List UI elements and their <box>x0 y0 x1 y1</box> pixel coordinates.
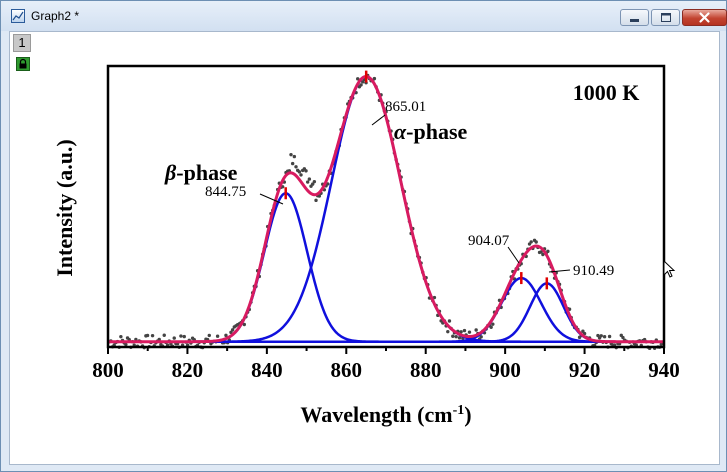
app-icon[interactable] <box>11 9 25 23</box>
cursor-icon <box>663 260 676 278</box>
raw-data-point <box>454 334 458 339</box>
x-axis-ticks <box>107 347 665 354</box>
raw-data-point <box>459 330 463 334</box>
x-tick-label: 920 <box>569 358 601 382</box>
raw-data-point <box>290 161 295 166</box>
raw-data-point <box>310 182 315 186</box>
layer-tab[interactable]: 1 <box>13 34 31 52</box>
raw-data-point <box>446 329 450 334</box>
peak-value-label: 865.01 <box>385 99 426 115</box>
chart-canvas[interactable]: 800 820 840 860 880 900 920 940 1000 K Waveleng… <box>10 32 719 464</box>
raw-data-point <box>292 154 297 159</box>
raw-data-point <box>462 328 467 333</box>
graph-page: 1 800 820 840 860 880 900 920 940 1000 K Wavele… <box>9 31 720 465</box>
raw-data-point <box>529 240 533 244</box>
x-tick-label: 840 <box>251 358 283 382</box>
raw-data-point <box>314 198 318 203</box>
x-tick-label: 880 <box>410 358 442 382</box>
y-axis-label: Intensity (a.u.) <box>52 139 77 277</box>
x-axis-label: Wavelength (cm-1) <box>300 402 471 427</box>
raw-data-point <box>242 322 246 327</box>
cumulative-fit-curve <box>108 74 664 344</box>
x-tick-label: 820 <box>172 358 204 382</box>
raw-data-point <box>172 336 176 340</box>
close-icon <box>699 12 710 23</box>
x-tick-label: 860 <box>331 358 363 382</box>
raw-data-point <box>307 177 312 181</box>
cumulative-fit <box>108 74 664 344</box>
raw-data-point <box>474 328 478 332</box>
raw-data-point <box>305 180 310 184</box>
beta-phase-label: β-phase <box>164 160 238 185</box>
raw-data-point <box>145 333 150 338</box>
raw-data-point <box>297 170 302 174</box>
raw-data-point <box>451 334 455 338</box>
raw-data-point <box>317 194 322 198</box>
raw-data-point <box>596 333 600 338</box>
x-tick-label: 800 <box>92 358 124 382</box>
raw-data-point <box>479 335 483 339</box>
peak-label-910: 910.49 <box>548 263 614 279</box>
x-axis-tick-labels: 800 820 840 860 880 900 920 940 <box>92 358 680 382</box>
peak-label-865: 865.01 <box>371 99 426 126</box>
x-tick-label: 900 <box>489 358 521 382</box>
raw-data-point <box>182 334 186 339</box>
raw-data-point <box>224 333 228 338</box>
raw-data-point <box>546 249 550 254</box>
close-button[interactable] <box>682 9 727 26</box>
raw-data-point <box>359 83 363 87</box>
minimize-button[interactable] <box>620 9 649 26</box>
alpha-phase-label: α-phase <box>394 119 468 144</box>
raw-data-point <box>162 333 166 337</box>
raw-data-point <box>294 165 298 169</box>
window-title: Graph2 * <box>31 9 80 23</box>
raw-data-point <box>361 80 365 84</box>
raw-data-point <box>491 322 495 326</box>
peak-markers <box>284 70 549 290</box>
raw-data-point <box>534 240 538 244</box>
raw-data-point <box>150 333 155 338</box>
raw-data-point <box>124 342 128 347</box>
raw-data-point <box>119 334 123 339</box>
raw-data-point <box>457 336 462 340</box>
raw-data-point <box>541 252 545 257</box>
peak-value-label: 904.07 <box>468 233 510 249</box>
raw-data-point <box>607 334 612 339</box>
raw-data-point <box>621 335 625 340</box>
maximize-icon <box>661 13 671 22</box>
raw-data-point <box>602 335 607 339</box>
raw-data-point <box>207 333 211 338</box>
raw-data-point <box>467 330 472 334</box>
peak-label-844: 844.75 <box>205 184 284 205</box>
lock-icon[interactable] <box>16 57 30 71</box>
x-tick-label: 940 <box>648 358 680 382</box>
title-bar[interactable]: Graph2 * <box>1 1 727 31</box>
raw-data-point <box>372 76 377 81</box>
raw-data-point <box>179 334 183 338</box>
raw-data-point <box>312 179 317 184</box>
raw-data-point <box>289 152 293 157</box>
peak-value-label: 910.49 <box>573 263 614 279</box>
raw-data-point <box>432 295 437 300</box>
peak-label-904: 904.07 <box>468 233 520 264</box>
minimize-icon <box>630 19 639 22</box>
temperature-label: 1000 K <box>573 80 640 105</box>
peak-value-label: 844.75 <box>205 184 246 200</box>
raw-data-point <box>215 334 220 338</box>
raw-data-point <box>599 334 603 338</box>
raw-data-point <box>304 169 308 173</box>
raw-data-point <box>356 77 360 81</box>
raw-data-point <box>447 319 452 323</box>
raw-data-point <box>489 325 493 329</box>
raw-data-point <box>229 330 233 335</box>
maximize-button[interactable] <box>651 9 680 26</box>
raw-data-point <box>230 328 235 332</box>
raw-data-point <box>299 173 303 177</box>
